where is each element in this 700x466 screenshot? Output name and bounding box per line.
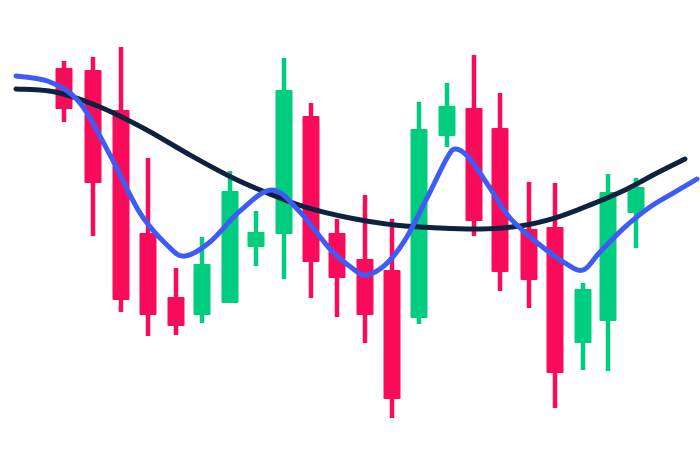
candle-bull (438, 83, 456, 147)
candle-body (599, 192, 617, 321)
candle-body (139, 233, 157, 315)
candle-body (167, 297, 185, 326)
candle-body (627, 187, 645, 213)
candle-bull (599, 174, 617, 371)
candle-body (275, 90, 293, 234)
candle-body (112, 110, 130, 300)
candle-body (247, 232, 265, 247)
candle-body (546, 227, 564, 373)
candle-body (221, 191, 239, 303)
fast-ma-line (13, 73, 700, 278)
candle-bear (167, 268, 185, 335)
candle-bear (465, 55, 483, 236)
candle-body (302, 116, 320, 262)
candles-layer (55, 47, 645, 418)
candle-bear (84, 57, 102, 236)
candle-bear (328, 219, 346, 317)
candle-body (383, 270, 401, 399)
candle-bull (247, 211, 265, 266)
candle-bull (275, 58, 293, 279)
candle-bull (221, 171, 239, 303)
candle-body (574, 289, 592, 343)
candle-bull (574, 283, 592, 370)
candle-bull (193, 237, 211, 323)
slow-ma-line (13, 86, 688, 232)
candle-body (356, 259, 374, 315)
overlay-lines-layer (13, 73, 700, 278)
candle-body (193, 264, 211, 315)
candle-bear (302, 103, 320, 298)
candle-bear (139, 158, 157, 336)
candle-bear (383, 219, 401, 418)
candle-bull (627, 178, 645, 248)
candle-body (410, 129, 428, 318)
candle-body (438, 106, 456, 136)
candle-bear (520, 182, 538, 308)
